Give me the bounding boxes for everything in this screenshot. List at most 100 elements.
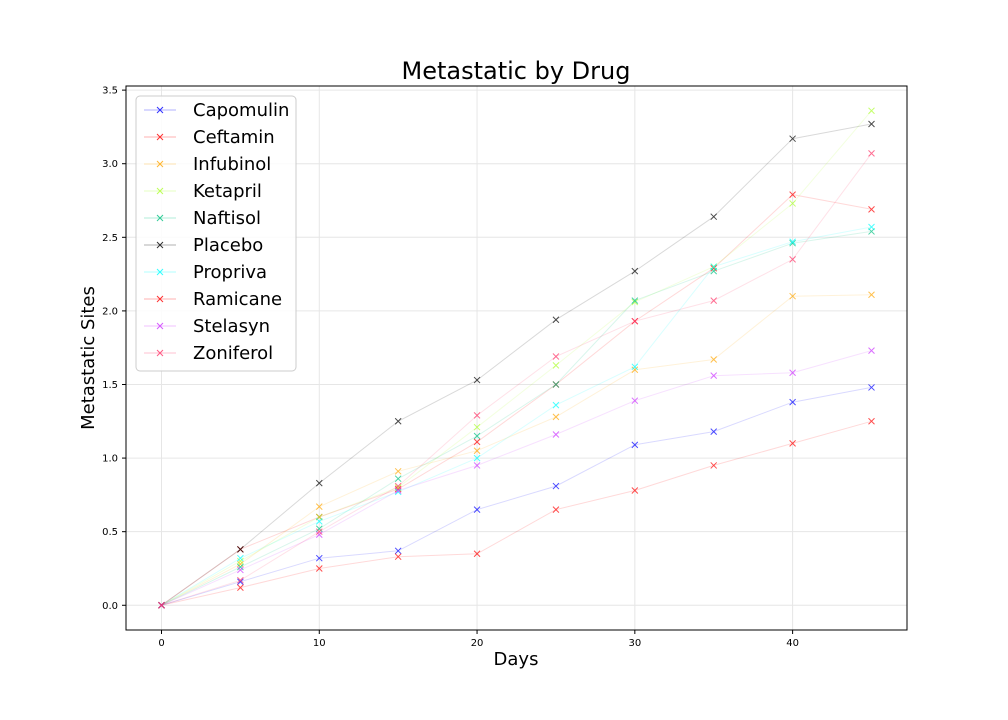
legend-marker	[156, 322, 164, 330]
y-tick-label: 2.0	[102, 306, 118, 317]
data-point-marker	[552, 381, 560, 388]
data-point-marker	[315, 565, 323, 572]
data-point-marker	[394, 488, 402, 496]
data-point-marker	[394, 417, 402, 425]
data-point-marker	[710, 462, 718, 469]
data-point-marker	[237, 560, 244, 568]
data-point-marker	[473, 447, 481, 455]
data-point-marker	[237, 578, 244, 586]
data-point-marker	[710, 213, 718, 221]
data-point-marker	[473, 454, 481, 462]
data-point-marker	[868, 107, 875, 115]
data-point-marker	[473, 506, 481, 513]
legend-label: Ketapril	[193, 181, 262, 202]
data-point-marker	[631, 297, 639, 304]
chart-title: Metastatic by Drug	[402, 57, 631, 85]
y-tick-label: 3.0	[102, 159, 118, 170]
x-tick-label: 20	[471, 638, 484, 649]
legend-marker	[156, 349, 164, 357]
data-point-marker	[473, 412, 481, 419]
plot-area-frame	[125, 85, 908, 631]
data-point-marker	[552, 413, 560, 421]
legend-item: Ketapril	[144, 181, 262, 202]
legend-item: Stelasyn	[144, 316, 270, 337]
data-point-marker	[394, 547, 402, 555]
legend-label: Propriva	[193, 262, 267, 283]
legend-marker	[156, 106, 164, 114]
data-point-marker	[315, 525, 323, 533]
data-point-marker	[789, 369, 796, 377]
legend: Capomulin Ceftamin Infubinol Ketapril Naftis…	[135, 95, 297, 372]
data-point-marker	[237, 566, 244, 574]
axis-ticks: 0 10 20 30 40 0.0 0.5 1.0 1.5 2.0 2.5 3.0 3.5	[102, 86, 799, 649]
y-tick-label: 1.5	[102, 380, 118, 391]
data-point-marker	[394, 467, 402, 475]
legend-label: Ceftamin	[193, 127, 275, 148]
data-point-marker	[237, 545, 244, 553]
data-point-marker	[237, 576, 244, 584]
legend-item: Capomulin	[144, 100, 289, 121]
data-point-marker	[631, 397, 639, 405]
legend-item: Ramicane	[144, 289, 282, 310]
data-point-marker	[473, 462, 481, 469]
series-line	[161, 350, 872, 606]
data-point-marker	[868, 223, 875, 231]
data-point-marker	[237, 557, 244, 565]
y-tick-label: 0.0	[102, 601, 118, 612]
data-point-marker	[868, 347, 875, 354]
data-point-marker	[237, 554, 244, 562]
data-point-marker	[473, 438, 481, 446]
series-line	[161, 123, 872, 606]
data-point-marker	[710, 264, 718, 272]
data-point-marker	[868, 417, 875, 425]
legend-marker	[156, 214, 164, 222]
series-layer	[158, 107, 875, 609]
series-line	[161, 230, 872, 606]
data-point-marker	[552, 482, 560, 490]
legend-item: Zoniferol	[144, 343, 273, 364]
data-point-marker	[394, 485, 402, 493]
data-point-marker	[158, 601, 165, 609]
data-point-marker	[631, 317, 639, 325]
series-line	[161, 294, 872, 606]
legend-label: Naftisol	[193, 208, 261, 229]
y-tick-label: 1.0	[102, 454, 118, 465]
series-line	[161, 194, 872, 606]
data-point-marker	[315, 503, 323, 511]
data-point-marker	[394, 482, 402, 490]
series-capomulin	[158, 384, 875, 609]
data-point-marker	[789, 256, 796, 263]
data-point-marker	[473, 423, 481, 431]
data-point-marker	[789, 398, 796, 406]
data-point-marker	[237, 563, 244, 571]
data-point-marker	[552, 506, 560, 513]
data-point-marker	[789, 200, 796, 207]
data-point-marker	[631, 366, 639, 374]
data-point-marker	[631, 363, 639, 371]
data-point-marker	[868, 384, 875, 391]
data-point-marker	[868, 291, 875, 299]
legend-item: Propriva	[144, 262, 267, 283]
legend-item: Ceftamin	[144, 127, 275, 148]
series-line	[161, 226, 872, 606]
legend-item: Naftisol	[144, 208, 261, 229]
data-point-marker	[315, 554, 323, 562]
legend-label: Zoniferol	[193, 343, 273, 364]
legend-marker	[156, 187, 164, 195]
data-point-marker	[315, 531, 323, 538]
data-point-marker	[394, 553, 402, 561]
x-tick-label: 30	[628, 638, 641, 649]
data-point-marker	[631, 298, 639, 306]
legend-label: Stelasyn	[193, 316, 270, 337]
legend-marker	[156, 268, 164, 276]
data-point-marker	[552, 401, 560, 409]
y-tick-label: 2.5	[102, 233, 118, 244]
legend-label: Placebo	[193, 235, 263, 256]
data-point-marker	[552, 316, 560, 324]
series-ramicane	[158, 417, 875, 609]
legend-marker	[156, 295, 164, 303]
data-point-marker	[552, 362, 560, 369]
data-point-marker	[789, 292, 796, 300]
data-point-marker	[473, 550, 481, 558]
